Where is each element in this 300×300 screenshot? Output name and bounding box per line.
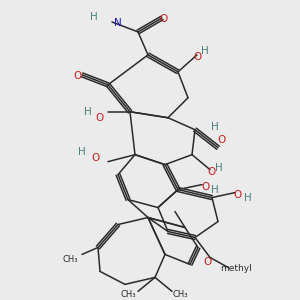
- Text: H: H: [215, 163, 223, 172]
- Text: H: H: [244, 193, 252, 202]
- Text: O: O: [218, 135, 226, 145]
- Text: CH₃: CH₃: [62, 255, 78, 264]
- Text: O: O: [96, 113, 104, 123]
- Text: O: O: [234, 190, 242, 200]
- Text: N: N: [114, 18, 122, 28]
- Text: H: H: [211, 184, 219, 195]
- Text: H: H: [90, 12, 98, 22]
- Text: O: O: [194, 52, 202, 62]
- Text: H: H: [84, 107, 92, 117]
- Text: CH₃: CH₃: [172, 290, 188, 299]
- Text: O: O: [160, 14, 168, 24]
- Text: O: O: [73, 71, 81, 81]
- Text: O: O: [208, 167, 216, 177]
- Text: H: H: [201, 46, 209, 56]
- Text: O: O: [201, 182, 209, 192]
- Text: H: H: [211, 122, 219, 132]
- Text: CH₃: CH₃: [120, 290, 136, 299]
- Text: H: H: [78, 147, 86, 157]
- Text: methyl: methyl: [220, 264, 252, 273]
- Text: O: O: [204, 257, 212, 267]
- Text: O: O: [91, 153, 99, 163]
